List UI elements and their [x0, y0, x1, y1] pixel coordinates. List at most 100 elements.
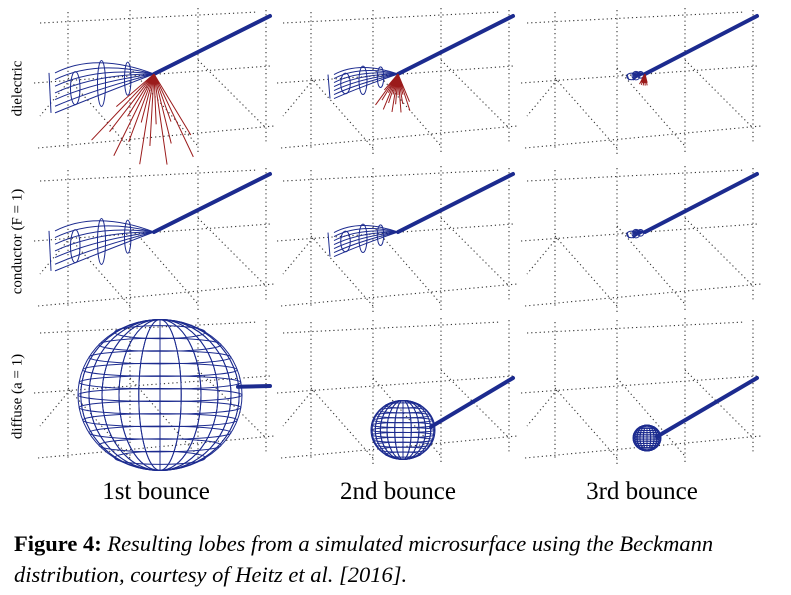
sphere-parallel — [384, 451, 422, 458]
reflection-lobe-strand — [333, 70, 399, 80]
incident-ray — [643, 172, 759, 234]
reflection-lobe-strand — [333, 231, 399, 246]
reflection-lobe-strand — [54, 231, 155, 259]
grid-line — [276, 375, 514, 394]
sphere-parallel — [638, 447, 656, 451]
reflection-lobe-ring — [631, 70, 641, 81]
grid-line — [684, 59, 754, 129]
grid-line — [524, 283, 762, 307]
reflection-lobe-strand — [333, 72, 399, 84]
grid-line — [526, 11, 746, 24]
sphere-parallel — [78, 375, 242, 390]
reflection-lobe-edge — [48, 230, 52, 271]
grid-line — [372, 67, 442, 147]
reflection-lobe-strand — [54, 73, 155, 107]
sphere-parallel — [114, 325, 206, 340]
reflection-lobe-strand — [54, 73, 155, 114]
sphere-parallel — [82, 362, 238, 377]
grid-line — [440, 369, 510, 439]
reflection-lobe-edge — [626, 232, 630, 239]
caption-body: Resulting lobes from a simulated microsu… — [14, 531, 714, 587]
grid-line — [684, 217, 754, 287]
grid-line — [616, 377, 686, 457]
reflection-lobe-ring — [631, 228, 641, 239]
grid-line — [37, 283, 275, 307]
panel-r3-c3 — [520, 318, 762, 464]
incident-ray — [152, 14, 272, 76]
grid-line — [554, 77, 618, 149]
reflection-lobe-ring — [358, 65, 368, 96]
reflection-lobe-strand — [333, 73, 399, 96]
reflection-lobe-edge — [327, 74, 331, 99]
grid-line — [310, 387, 374, 459]
grid-line — [67, 235, 131, 307]
sphere-parallel — [88, 425, 232, 440]
grid-line — [440, 59, 510, 129]
grid-line — [282, 79, 314, 117]
caption-lead: Figure 4: — [14, 531, 102, 556]
grid-line — [197, 369, 267, 439]
reflection-lobe-strand — [333, 231, 399, 254]
row-label-dielectric: dielectric — [9, 60, 26, 117]
grid-line — [526, 321, 746, 334]
row-label-conductor: conductor (F = 1) — [9, 188, 26, 295]
grid-line — [310, 77, 374, 149]
reflection-lobe-strand — [54, 67, 155, 81]
grid-line — [372, 377, 442, 457]
reflection-lobe-strand — [54, 62, 155, 75]
grid-line — [684, 369, 754, 439]
panel-r1-c1 — [33, 8, 275, 165]
reflection-lobe-strand — [54, 71, 155, 87]
grid-line — [520, 375, 758, 394]
reflection-lobe-ring — [97, 217, 106, 265]
grid-line — [129, 377, 199, 457]
figure-panels — [33, 8, 762, 471]
grid-line — [282, 169, 502, 182]
grid-line — [554, 387, 618, 459]
incident-ray — [643, 14, 759, 76]
col-label-2nd-bounce: 2nd bounce — [340, 478, 456, 505]
grid-line — [372, 225, 442, 305]
col-label-1st-bounce: 1st bounce — [102, 478, 210, 505]
reflection-lobe-strand — [333, 225, 399, 234]
reflection-lobe-strand — [333, 73, 399, 92]
sphere-meridian — [371, 400, 435, 460]
panel-r2-c2 — [276, 166, 518, 312]
reflection-lobe-ring — [124, 61, 132, 96]
reflection-lobe-strand — [333, 73, 399, 100]
grid-line — [282, 11, 502, 24]
sphere-parallel — [78, 400, 242, 415]
sphere-parallel — [98, 438, 222, 453]
grid-line — [282, 237, 314, 275]
reflection-lobe-strand — [333, 67, 399, 76]
reflection-lobe-ring — [376, 66, 385, 88]
reflection-lobe-ring — [626, 230, 637, 239]
grid-line — [616, 225, 686, 305]
reflection-lobe-strand — [54, 231, 155, 265]
sphere-parallel — [98, 337, 222, 352]
reflection-lobe-ring — [376, 224, 385, 246]
sphere-parallel — [88, 350, 232, 365]
reflection-lobe-strand — [333, 231, 399, 250]
grid-line — [197, 59, 267, 129]
grid-line — [67, 387, 131, 459]
sphere-parallel — [82, 413, 238, 428]
grid-line — [39, 169, 259, 182]
grid-line — [37, 435, 275, 459]
reflection-lobe-strand — [54, 73, 155, 94]
grid-line — [524, 435, 762, 459]
grid-line — [526, 237, 558, 275]
grid-line — [526, 169, 746, 182]
col-label-3rd-bounce: 3rd bounce — [586, 478, 698, 505]
reflection-lobe-ring — [636, 228, 645, 237]
figure-caption: Figure 4: Resulting lobes from a simulat… — [14, 528, 784, 590]
grid-line — [33, 375, 271, 394]
grid-line — [280, 125, 518, 149]
grid-line — [37, 125, 275, 149]
reflection-lobe-ring — [340, 72, 351, 95]
reflection-lobe-strand — [333, 231, 399, 258]
reflection-lobe-strand — [54, 220, 155, 233]
reflection-lobe-strand — [54, 231, 155, 272]
incident-ray — [152, 172, 272, 234]
grid-line — [526, 389, 558, 427]
